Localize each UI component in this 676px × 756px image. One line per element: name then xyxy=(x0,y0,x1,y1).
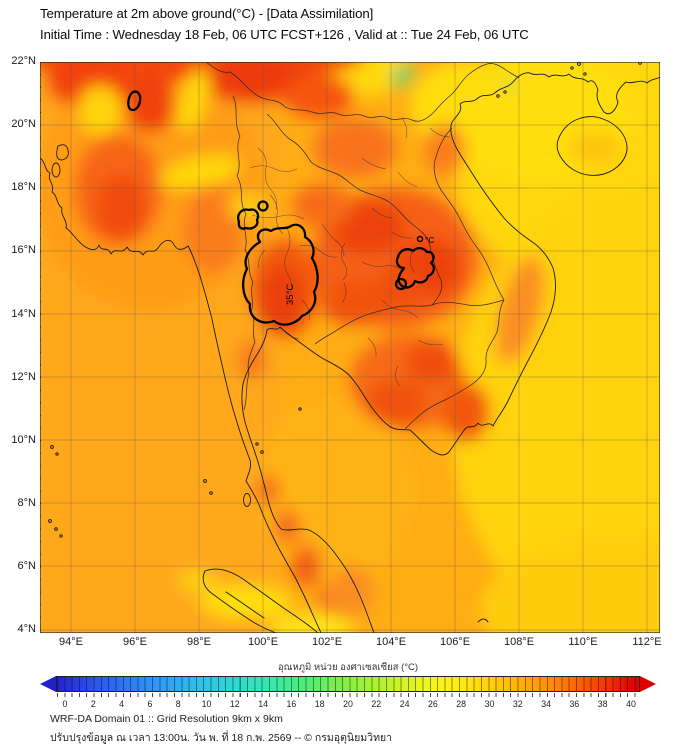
lon-axis-label: 112°E xyxy=(632,636,662,648)
colorbar-tick-label: 12 xyxy=(229,699,240,709)
lat-axis-label: 14°N xyxy=(11,308,36,320)
lat-axis-label: 4°N xyxy=(17,623,36,635)
temperature-map: 35°C °C xyxy=(40,62,660,633)
lon-axis-label: 108°E xyxy=(503,636,535,648)
colorbar-tick-label: 6 xyxy=(147,699,153,709)
page-subtitle: Initial Time : Wednesday 18 Feb, 06 UTC … xyxy=(40,27,529,42)
contour-35c xyxy=(127,90,435,326)
colorbar-minor-ticks xyxy=(57,693,641,697)
colorbar-max-arrow xyxy=(640,676,656,692)
lon-axis-label: 110°E xyxy=(568,636,598,648)
lat-axis-label: 18°N xyxy=(11,181,36,193)
colorbar-tick-label: 38 xyxy=(597,699,608,709)
lon-axis-label: 104°E xyxy=(375,636,407,648)
colorbar-tick-label: 14 xyxy=(258,699,268,709)
colorbar-tick-label: 10 xyxy=(201,699,212,709)
contour-label-central: 35°C xyxy=(285,284,296,305)
colorbar-tick-label: 2 xyxy=(90,699,96,709)
colorbar-gradient xyxy=(56,676,640,692)
page-title: Temperature at 2m above ground(°C) - [Da… xyxy=(40,6,374,21)
colorbar-tick-label: 18 xyxy=(314,699,325,709)
colorbar-tick-label: 28 xyxy=(456,699,467,709)
lon-axis-label: 106°E xyxy=(439,636,471,648)
lon-axis-label: 94°E xyxy=(59,636,83,648)
colorbar-tick-label: 36 xyxy=(569,699,580,709)
lon-axis-label: 96°E xyxy=(123,636,147,648)
colorbar-tick-label: 34 xyxy=(541,699,551,709)
colorbar-ticks: 0 2 4 6 8 10 12 14 16 18 20 22 24 26 28 30 32 34 36 38 40 xyxy=(55,693,641,715)
footer-model-info: WRF-DA Domain 01 :: Grid Resolution 9km … xyxy=(50,713,283,725)
colorbar xyxy=(40,676,656,692)
temperature-field xyxy=(40,62,660,633)
lon-axis-label: 100°E xyxy=(247,636,279,648)
island-marks xyxy=(48,62,642,538)
lon-axis-label: 102°E xyxy=(311,636,343,648)
coastlines xyxy=(40,72,660,633)
lon-axis-label: 98°E xyxy=(187,636,211,648)
colorbar-tick-label: 20 xyxy=(343,699,353,709)
lat-axis-label: 16°N xyxy=(11,244,36,256)
colorbar-tick-label: 8 xyxy=(175,699,181,709)
colorbar-tick-label: 26 xyxy=(427,699,438,709)
lat-axis-label: 20°N xyxy=(11,118,36,130)
colorbar-tick-label: 40 xyxy=(626,699,636,709)
lat-axis-label: 8°N xyxy=(17,497,36,509)
gridlines xyxy=(40,62,660,633)
lat-axis-label: 12°N xyxy=(11,371,36,383)
lat-axis-label: 22°N xyxy=(11,55,36,67)
colorbar-min-arrow xyxy=(40,676,56,692)
colorbar-tick-label: 16 xyxy=(286,699,297,709)
colorbar-tick-label: 32 xyxy=(512,699,523,709)
colorbar-tick-label: 22 xyxy=(371,699,382,709)
colorbar-tick-label: 24 xyxy=(399,699,410,709)
colorbar-tick-label: 0 xyxy=(62,699,68,709)
colorbar-tick-label: 4 xyxy=(119,699,125,709)
country-borders xyxy=(205,62,520,430)
colorbar-title: อุณหภูมิ หน่วย องศาเซลเซียส (°C) xyxy=(277,662,419,673)
footer-update-info: ปรับปรุงข้อมูล ณ เวลา 13:00น. วัน พ. ที่… xyxy=(50,732,393,744)
lat-axis-label: 6°N xyxy=(17,560,36,572)
colorbar-tick-label: 30 xyxy=(484,699,495,709)
province-borders xyxy=(249,117,451,387)
contour-label-northeast: °C xyxy=(425,235,435,245)
lat-axis-label: 10°N xyxy=(11,434,36,446)
